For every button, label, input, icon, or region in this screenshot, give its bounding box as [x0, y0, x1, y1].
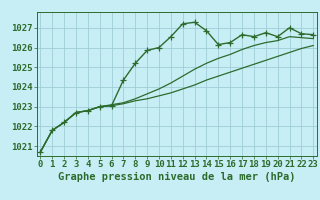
X-axis label: Graphe pression niveau de la mer (hPa): Graphe pression niveau de la mer (hPa) — [58, 172, 296, 182]
